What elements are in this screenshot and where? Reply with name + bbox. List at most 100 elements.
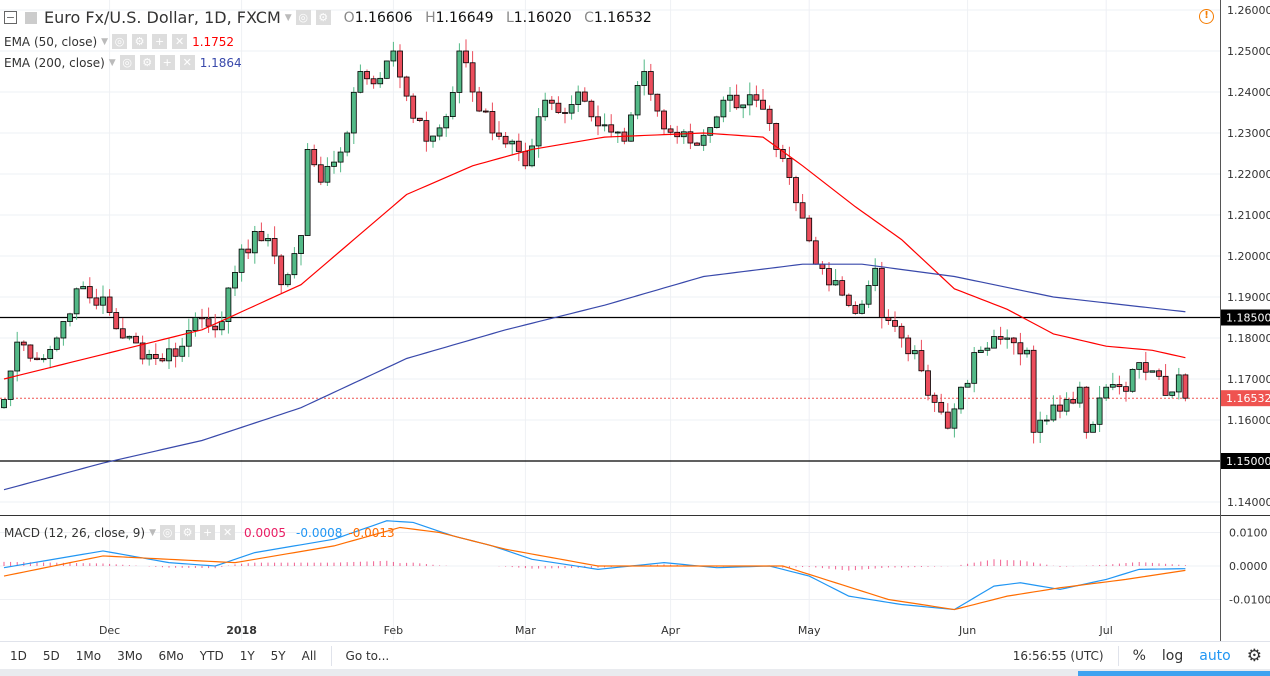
candle — [931, 392, 938, 412]
candle-body — [885, 317, 892, 321]
gear-icon[interactable]: ⚙ — [132, 34, 148, 49]
range-ytd[interactable]: YTD — [199, 648, 224, 663]
candle-body — [331, 161, 337, 167]
symbol-title[interactable]: Euro Fx/U.S. Dollar, 1D, FXCM — [44, 8, 281, 27]
range-1mo[interactable]: 1Mo — [75, 648, 102, 663]
candle-body — [522, 150, 529, 167]
price-tick-label: 1.25000 — [1227, 45, 1270, 58]
candle — [119, 317, 126, 340]
candle-body — [918, 350, 925, 372]
eye-icon[interactable]: ◎ — [295, 10, 311, 25]
candle — [482, 108, 489, 114]
candle-body — [383, 60, 390, 79]
candle-body — [324, 165, 331, 183]
candle — [1, 399, 7, 409]
candle — [753, 85, 760, 108]
scroll-thumb[interactable] — [1078, 671, 1270, 676]
range-all[interactable]: All — [301, 648, 317, 663]
range-5d[interactable]: 5D — [42, 648, 60, 663]
chevron-down-icon[interactable]: ▼ — [101, 36, 109, 47]
bottom-toolbar: 1D 5D 1Mo 3Mo 6Mo YTD 1Y 5Y All Go to...… — [0, 641, 1270, 669]
range-1y[interactable]: 1Y — [239, 648, 255, 663]
candle-body — [416, 117, 423, 121]
eye-icon[interactable]: ◎ — [160, 525, 176, 540]
clock-readout[interactable]: 16:56:55 (UTC) — [1012, 648, 1104, 663]
candle-body — [1109, 384, 1116, 388]
candle — [634, 81, 641, 120]
candle — [977, 346, 984, 353]
candle — [20, 340, 27, 352]
chevron-down-icon[interactable]: ▼ — [284, 12, 292, 23]
candle-body — [1129, 368, 1136, 392]
candle — [595, 105, 601, 136]
candle — [1024, 347, 1030, 358]
collapse-icon[interactable]: − — [4, 11, 17, 24]
gear-icon[interactable]: ⚙ — [139, 55, 155, 70]
candle — [73, 287, 80, 320]
scroll-strip[interactable] — [0, 669, 1270, 676]
candle-body — [601, 124, 608, 127]
time-axis-label: Dec — [99, 624, 120, 637]
candle-body — [370, 78, 377, 85]
candle — [139, 335, 146, 365]
candle-body — [1030, 349, 1037, 433]
percent-toggle[interactable]: % — [1132, 647, 1146, 664]
candle — [806, 215, 813, 243]
candle-body — [53, 337, 60, 350]
gear-icon[interactable]: ⚙ — [1246, 645, 1262, 666]
price-tick-label: 1.14000 — [1227, 496, 1270, 509]
candle — [892, 311, 898, 333]
goto-button[interactable]: Go to... — [345, 648, 390, 663]
candle — [489, 102, 496, 141]
chevron-down-icon[interactable]: ▼ — [108, 57, 116, 68]
ohlc-values: O1.16606 H1.16649 L1.16020 C1.16532 — [343, 9, 652, 26]
range-3mo[interactable]: 3Mo — [117, 648, 143, 663]
time-axis-label: Apr — [661, 624, 681, 637]
candle-body — [80, 286, 87, 290]
plus-icon[interactable]: + — [152, 34, 168, 49]
candle — [793, 175, 799, 212]
close-icon[interactable]: ✕ — [220, 525, 236, 540]
candle-body — [317, 164, 324, 183]
close-icon[interactable]: ✕ — [179, 55, 195, 70]
alert-icon[interactable]: ! — [1199, 9, 1214, 24]
macd-label[interactable]: MACD (12, 26, close, 9) — [4, 525, 146, 540]
range-5y[interactable]: 5Y — [270, 648, 286, 663]
candle-body — [548, 99, 555, 104]
plus-icon[interactable]: + — [200, 525, 216, 540]
chevron-down-icon[interactable]: ▼ — [149, 527, 157, 538]
candle-body — [304, 148, 311, 236]
candle-body — [212, 325, 219, 331]
plus-icon[interactable]: + — [159, 55, 175, 70]
price-chart[interactable]: 1.26000 1.25000 1.24000 1.23000 1.22000 1.210… — [0, 0, 1270, 641]
candle-body — [938, 401, 945, 413]
close-icon[interactable]: ✕ — [172, 34, 188, 49]
eye-icon[interactable]: ◎ — [112, 34, 128, 49]
candle-body — [700, 134, 707, 146]
ema50-label[interactable]: EMA (50, close) — [4, 34, 98, 49]
ema200-line — [3, 263, 1186, 491]
candle — [905, 334, 912, 362]
log-toggle[interactable]: log — [1161, 647, 1184, 664]
candle-body — [826, 268, 832, 286]
range-1d[interactable]: 1D — [10, 648, 27, 663]
ema200-label[interactable]: EMA (200, close) — [4, 55, 105, 70]
candle — [40, 354, 47, 363]
candle-body — [1175, 374, 1182, 393]
candle — [562, 107, 568, 124]
gear-icon[interactable]: ⚙ — [180, 525, 196, 540]
candle — [212, 314, 219, 338]
candle — [1162, 364, 1169, 396]
candle — [80, 281, 87, 290]
candle — [390, 41, 397, 67]
gear-icon[interactable]: ⚙ — [315, 10, 331, 25]
candle-body — [806, 217, 813, 242]
level-price-tag — [1221, 309, 1270, 326]
candle-body — [1156, 370, 1162, 377]
range-6mo[interactable]: 6Mo — [158, 648, 184, 663]
eye-icon[interactable]: ◎ — [119, 55, 135, 70]
auto-toggle[interactable]: auto — [1199, 647, 1231, 664]
candle — [1149, 370, 1156, 373]
candle — [911, 345, 918, 360]
candle — [707, 127, 714, 143]
